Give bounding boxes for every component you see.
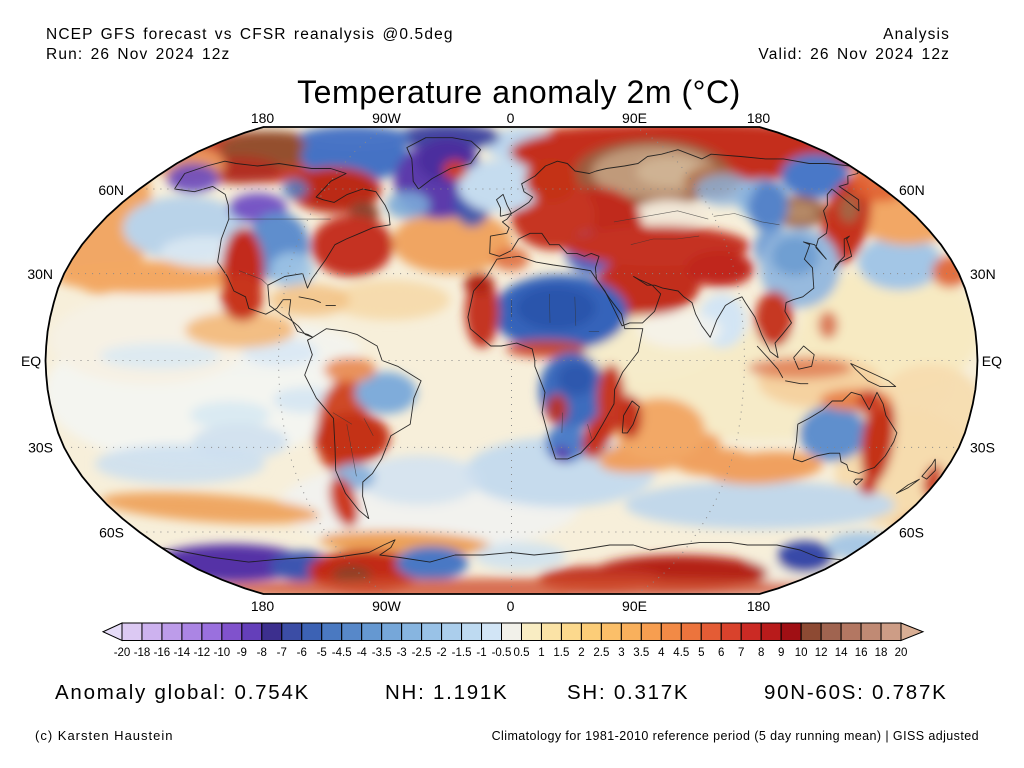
svg-text:-12: -12: [194, 647, 211, 659]
svg-text:30S: 30S: [970, 440, 995, 456]
svg-text:30N: 30N: [970, 266, 996, 282]
svg-text:60S: 60S: [899, 525, 924, 541]
svg-text:90W: 90W: [372, 598, 402, 614]
svg-text:0.5: 0.5: [514, 647, 530, 659]
svg-text:2: 2: [578, 647, 584, 659]
svg-text:12: 12: [815, 647, 828, 659]
svg-text:-2.5: -2.5: [412, 647, 432, 659]
svg-text:90E: 90E: [622, 110, 647, 126]
svg-text:-7: -7: [277, 647, 287, 659]
svg-text:-14: -14: [174, 647, 191, 659]
svg-text:-4.5: -4.5: [332, 647, 352, 659]
svg-text:1.5: 1.5: [553, 647, 569, 659]
svg-text:3: 3: [618, 647, 624, 659]
svg-text:-9: -9: [237, 647, 247, 659]
svg-text:4: 4: [658, 647, 665, 659]
svg-text:180: 180: [747, 598, 771, 614]
svg-text:EQ: EQ: [21, 353, 41, 369]
svg-text:20: 20: [895, 647, 908, 659]
svg-text:0: 0: [507, 598, 515, 614]
svg-text:180: 180: [747, 110, 771, 126]
svg-text:180: 180: [251, 598, 275, 614]
svg-text:60S: 60S: [99, 525, 124, 541]
svg-text:9: 9: [778, 647, 784, 659]
svg-text:-3.5: -3.5: [372, 647, 392, 659]
svg-text:-20: -20: [114, 647, 131, 659]
svg-text:90W: 90W: [372, 110, 402, 126]
svg-text:0: 0: [507, 110, 515, 126]
svg-text:2.5: 2.5: [593, 647, 609, 659]
svg-text:16: 16: [855, 647, 868, 659]
svg-text:EQ: EQ: [982, 353, 1002, 369]
svg-text:-2: -2: [436, 647, 446, 659]
svg-text:14: 14: [835, 647, 848, 659]
svg-text:180: 180: [251, 110, 275, 126]
svg-text:60N: 60N: [899, 182, 925, 198]
svg-text:6: 6: [718, 647, 724, 659]
svg-text:30N: 30N: [27, 266, 53, 282]
svg-text:18: 18: [875, 647, 888, 659]
svg-text:-18: -18: [134, 647, 151, 659]
svg-text:3.5: 3.5: [633, 647, 649, 659]
svg-text:-0.5: -0.5: [492, 647, 512, 659]
svg-text:-6: -6: [297, 647, 307, 659]
svg-text:5: 5: [698, 647, 704, 659]
svg-text:-10: -10: [214, 647, 231, 659]
svg-text:-3: -3: [396, 647, 406, 659]
svg-text:-8: -8: [257, 647, 267, 659]
svg-text:8: 8: [758, 647, 764, 659]
svg-text:90E: 90E: [622, 598, 647, 614]
svg-text:30S: 30S: [28, 440, 53, 456]
svg-text:-1: -1: [476, 647, 486, 659]
svg-text:-4: -4: [357, 647, 368, 659]
svg-text:-16: -16: [154, 647, 171, 659]
svg-text:1: 1: [538, 647, 544, 659]
svg-text:-1.5: -1.5: [452, 647, 472, 659]
svg-text:60N: 60N: [98, 182, 124, 198]
svg-text:4.5: 4.5: [673, 647, 689, 659]
svg-text:-5: -5: [317, 647, 327, 659]
svg-text:10: 10: [795, 647, 808, 659]
svg-text:7: 7: [738, 647, 744, 659]
